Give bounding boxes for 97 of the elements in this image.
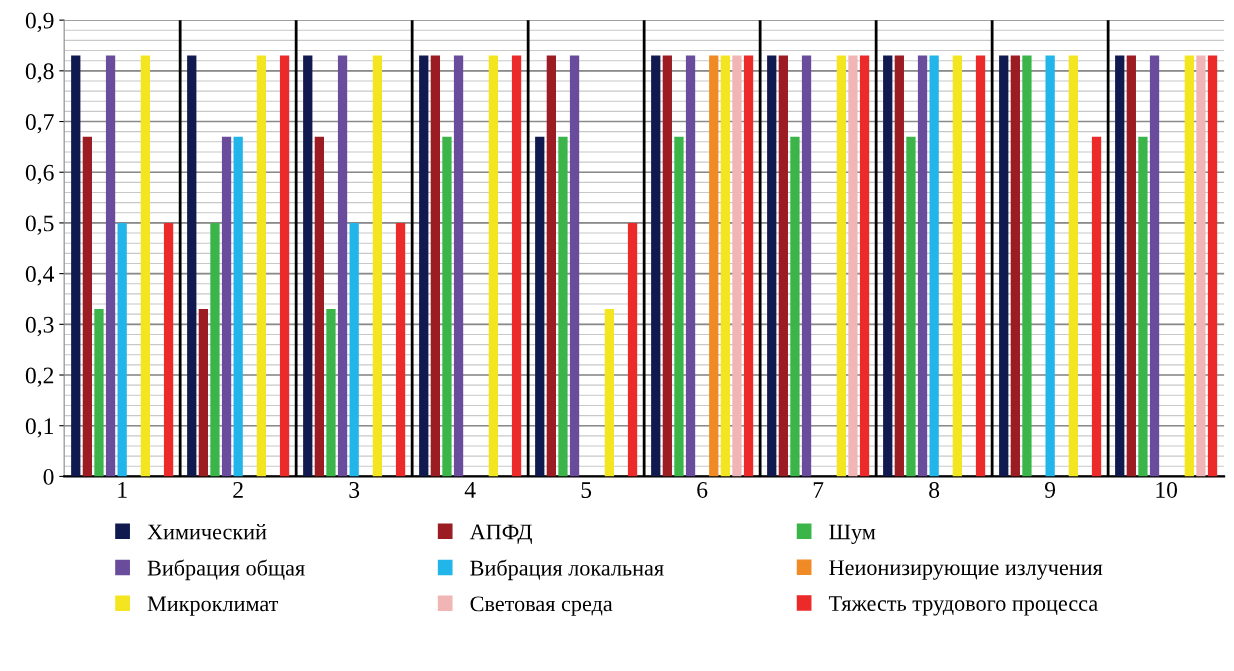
- bar: [303, 55, 313, 477]
- x-tick-label: 9: [1044, 482, 1056, 498]
- y-tick-label: 0,5: [25, 215, 54, 235]
- bar: [836, 55, 846, 477]
- bar: [1115, 55, 1125, 477]
- bar: [163, 222, 174, 477]
- bar: [1010, 55, 1020, 477]
- bar: [1022, 55, 1032, 477]
- bar: [732, 55, 742, 477]
- y-tick-label: 0,1: [25, 418, 54, 438]
- legend-label: Неионизирующие излучения: [829, 560, 1103, 580]
- legend-label: Микроклимат: [147, 596, 279, 616]
- bar: [1126, 55, 1136, 477]
- bar: [906, 136, 916, 477]
- bar: [82, 136, 93, 477]
- bar: [117, 222, 127, 477]
- y-tick-label: 0,2: [25, 367, 54, 387]
- y-tick-label: 0,8: [25, 63, 54, 83]
- x-tick-label: 7: [813, 482, 824, 498]
- bar: [210, 222, 220, 477]
- bar: [430, 55, 440, 477]
- bar: [894, 55, 904, 477]
- legend-label: Шум: [829, 524, 876, 544]
- bar: [674, 136, 684, 477]
- bar: [662, 55, 672, 477]
- bar: [1149, 55, 1160, 477]
- bar: [488, 55, 498, 477]
- y-tick-label: 0,6: [25, 164, 54, 185]
- bar: [569, 55, 580, 477]
- bar: [1138, 136, 1148, 477]
- bar: [442, 136, 452, 477]
- bar: [627, 222, 638, 477]
- bar: [1045, 55, 1055, 477]
- bar: [314, 136, 324, 477]
- bar: [1196, 55, 1206, 477]
- bar: [685, 55, 696, 477]
- bar: [883, 55, 893, 477]
- bar: [349, 222, 359, 477]
- bar: [999, 55, 1009, 477]
- y-tick-label: 0,3: [25, 316, 54, 337]
- x-tick-label: 6: [697, 482, 708, 498]
- bar: [511, 55, 522, 477]
- y-tick-label: 0,7: [25, 114, 54, 134]
- bar: [233, 136, 243, 477]
- bar: [1068, 55, 1078, 477]
- x-tick-label: 4: [464, 482, 476, 498]
- bar: [651, 55, 661, 477]
- bar: [1184, 55, 1194, 477]
- bar: [453, 55, 464, 477]
- bar: [558, 136, 568, 477]
- legend-label: Световая среда: [470, 596, 613, 616]
- x-tick-label: 2: [233, 482, 243, 498]
- bar: [419, 55, 429, 477]
- bar: [848, 55, 858, 477]
- legend-label: Вибрация общая: [147, 559, 305, 581]
- bar: [395, 222, 406, 477]
- bar: [221, 136, 232, 477]
- bar: [975, 55, 986, 477]
- bar: [859, 55, 870, 477]
- bar: [604, 309, 614, 477]
- legend-label: АПФД: [469, 524, 532, 544]
- legend-label: Химический: [147, 524, 267, 540]
- bar: [767, 55, 777, 477]
- x-tick-label: 8: [929, 481, 940, 498]
- bar: [140, 55, 151, 477]
- x-tick-label: 5: [581, 482, 592, 498]
- y-tick-label: 0,4: [25, 266, 55, 286]
- bar: [535, 136, 545, 477]
- x-tick-label: 3: [349, 482, 360, 498]
- bar: [337, 55, 348, 477]
- bar: [326, 309, 336, 477]
- bar: [1091, 136, 1102, 477]
- y-tick-label: 0,9: [25, 12, 54, 32]
- bar: [720, 55, 730, 477]
- y-tick-label: 0: [43, 468, 54, 485]
- bar: [709, 55, 719, 477]
- legend-label: Тяжесть трудового процесса: [828, 596, 1098, 616]
- legend-label: Вибрация локальная: [470, 559, 664, 581]
- bar: [256, 55, 266, 477]
- bar: [778, 55, 788, 477]
- bar: [743, 55, 754, 477]
- bar: [71, 55, 81, 477]
- bar: [929, 55, 939, 477]
- bar: [372, 55, 382, 477]
- bar: [105, 55, 116, 477]
- x-tick-label: 10: [1156, 481, 1178, 498]
- bar: [917, 55, 928, 477]
- bar: [801, 55, 812, 477]
- bar: [94, 309, 104, 477]
- bar: [198, 309, 208, 477]
- bar: [1207, 55, 1218, 477]
- x-tick-label: 1: [118, 482, 127, 498]
- bar: [952, 55, 962, 477]
- bar: [790, 136, 800, 477]
- bar: [187, 55, 197, 477]
- bar: [546, 55, 556, 477]
- bar: [279, 55, 290, 477]
